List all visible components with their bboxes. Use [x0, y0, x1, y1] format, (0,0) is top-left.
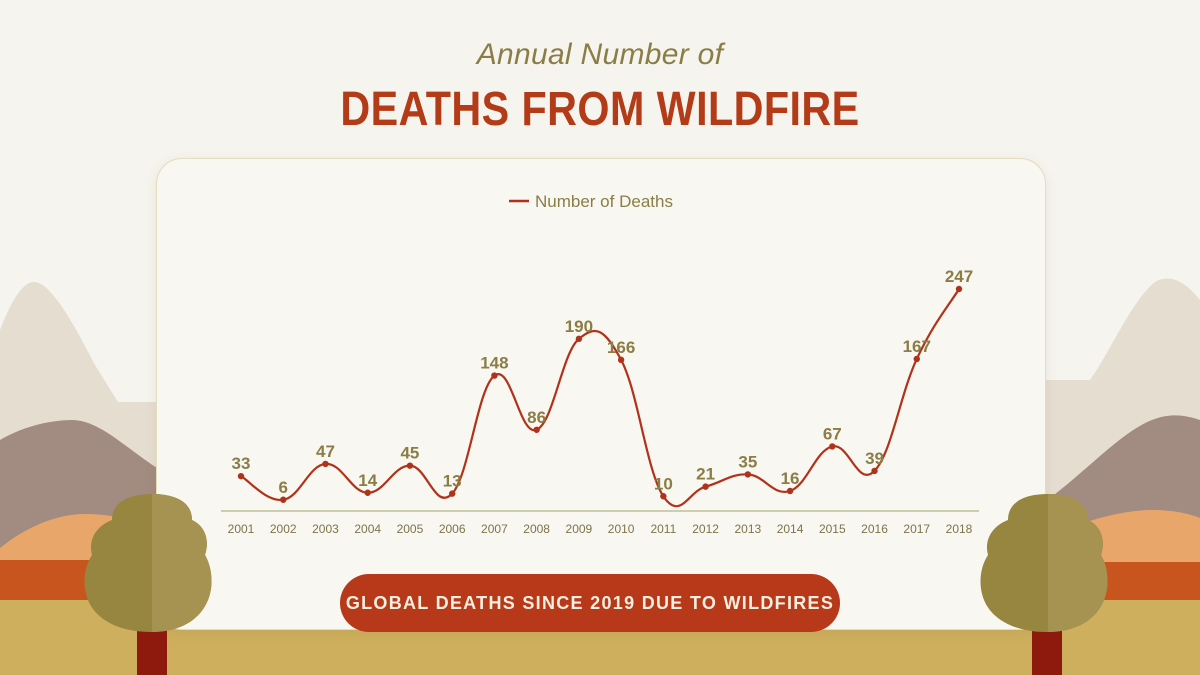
data-point-2014[interactable] [786, 487, 794, 495]
x-tick-label-2004: 2004 [354, 522, 381, 536]
data-point-2009[interactable] [575, 335, 583, 343]
data-point-2002[interactable] [280, 496, 287, 503]
chart-title: DEATHS FROM WILDFIRE [340, 83, 860, 136]
left-front-hill-shade [0, 560, 160, 600]
data-label-2014: 16 [781, 469, 800, 488]
x-tick-label-2007: 2007 [481, 522, 508, 536]
x-tick-label-2010: 2010 [608, 522, 635, 536]
data-point-2017[interactable] [913, 355, 920, 363]
x-tick-label-2016: 2016 [861, 522, 888, 536]
x-tick-label-2014: 2014 [777, 522, 804, 536]
x-tick-label-2005: 2005 [397, 522, 424, 536]
data-label-2017: 167 [903, 337, 931, 356]
data-label-2011: 10 [654, 474, 673, 493]
data-label-2005: 45 [400, 444, 419, 463]
x-tick-label-2009: 2009 [566, 522, 593, 536]
x-tick-label-2015: 2015 [819, 522, 846, 536]
x-tick-label-2013: 2013 [734, 522, 761, 536]
data-point-2007[interactable] [491, 372, 498, 379]
data-point-2008[interactable] [533, 426, 540, 433]
data-label-2007: 148 [480, 354, 508, 373]
x-tick-label-2011: 2011 [650, 522, 676, 536]
data-label-2006: 13 [443, 472, 462, 491]
data-point-2016[interactable] [871, 467, 878, 475]
data-point-2012[interactable] [702, 483, 709, 490]
x-tick-label-2002: 2002 [270, 522, 297, 536]
data-point-2001[interactable] [237, 472, 245, 480]
data-label-2015: 67 [823, 424, 842, 443]
chart-card: Number of Deaths 33 2001 6 2002 47 2003 14 2004 4… [156, 158, 1046, 630]
global-deaths-banner[interactable]: GLOBAL DEATHS SINCE 2019 DUE TO WILDFIRE… [340, 574, 840, 632]
data-point-2006[interactable] [448, 490, 456, 497]
data-label-2008: 86 [527, 408, 546, 427]
data-label-2001: 33 [232, 454, 251, 473]
x-tick-label-2012: 2012 [692, 522, 719, 536]
x-tick-label-2001: 2001 [228, 522, 255, 536]
data-point-2015[interactable] [829, 443, 836, 450]
data-label-2003: 47 [316, 442, 335, 461]
right-front-hill-shade [1040, 562, 1200, 600]
chart-subtitle: Annual Number of [476, 38, 724, 71]
data-label-2012: 21 [696, 465, 715, 484]
x-tick-label-2003: 2003 [312, 522, 339, 536]
data-label-2004: 14 [358, 471, 377, 490]
data-point-2003[interactable] [322, 460, 329, 468]
x-tick-label-2006: 2006 [439, 522, 466, 536]
data-point-2010[interactable] [617, 356, 625, 364]
data-point-2005[interactable] [406, 462, 414, 469]
x-tick-label-2017: 2017 [903, 522, 930, 536]
data-point-2011[interactable] [660, 493, 667, 500]
legend-label: Number of Deaths [535, 192, 673, 211]
x-tick-label-2008: 2008 [523, 522, 550, 536]
data-label-2018: 247 [945, 267, 973, 286]
data-point-2013[interactable] [744, 471, 752, 478]
x-tick-label-2018: 2018 [946, 522, 973, 536]
data-label-2016: 39 [865, 449, 884, 468]
data-label-2002: 6 [279, 478, 288, 497]
data-label-2010: 166 [607, 338, 635, 357]
line-chart: Number of Deaths 33 2001 6 2002 47 2003 14 2004 4… [221, 192, 979, 536]
data-label-2009: 190 [565, 317, 593, 336]
data-point-2018[interactable] [955, 285, 963, 293]
series-line-number-of-deaths [240, 288, 960, 508]
data-point-2004[interactable] [364, 489, 371, 496]
data-label-2013: 35 [738, 452, 757, 471]
